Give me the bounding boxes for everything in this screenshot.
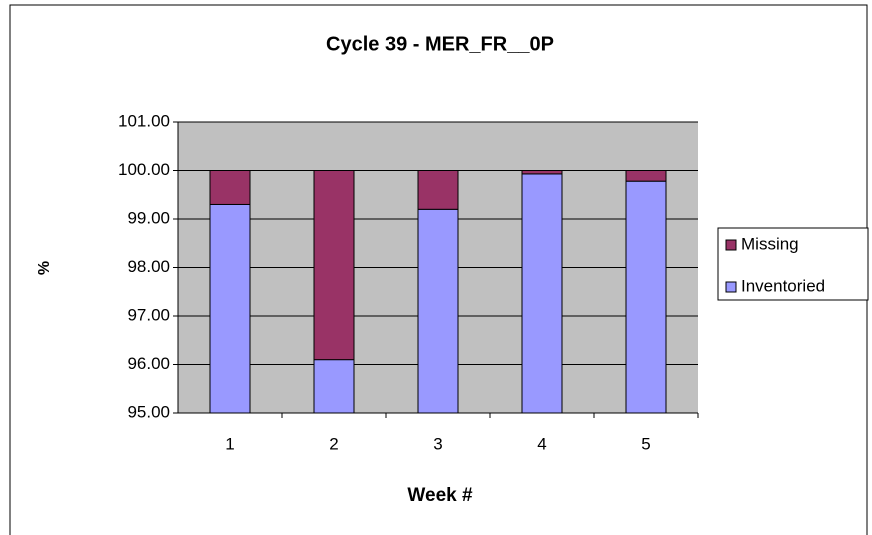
x-tick-label: 5 [641,434,650,453]
legend-swatch [725,281,737,293]
bar-segment [209,203,251,414]
x-tick-label: 2 [329,434,338,453]
bar-segment [521,170,563,175]
x-tick-label: 3 [433,434,442,453]
bar-segment [521,173,563,414]
bar-segment [209,170,251,205]
chart-title: Cycle 39 - MER_FR__0P [326,33,554,55]
legend-box [717,227,869,301]
y-tick-label: 96.00 [127,354,170,373]
y-tick-label: 100.00 [118,160,170,179]
y-axis-label: % [36,261,53,275]
y-tick-label: 99.00 [127,208,170,227]
legend-label: Inventoried [741,276,825,295]
bar-segment [417,170,459,210]
y-tick-label: 95.00 [127,402,170,421]
y-tick-label: 98.00 [127,257,170,276]
y-tick-label: 97.00 [127,305,170,324]
x-tick-label: 1 [225,434,234,453]
bar-segment [625,170,667,182]
bar-segment [417,208,459,414]
x-axis-label: Week # [407,485,473,506]
bar-segment [313,170,355,361]
bar-segment [625,180,667,414]
legend-label: Missing [741,234,799,253]
bar-segment [313,359,355,414]
legend-swatch [725,239,737,251]
y-tick-label: 101.00 [118,111,170,130]
x-tick-label: 4 [537,434,546,453]
